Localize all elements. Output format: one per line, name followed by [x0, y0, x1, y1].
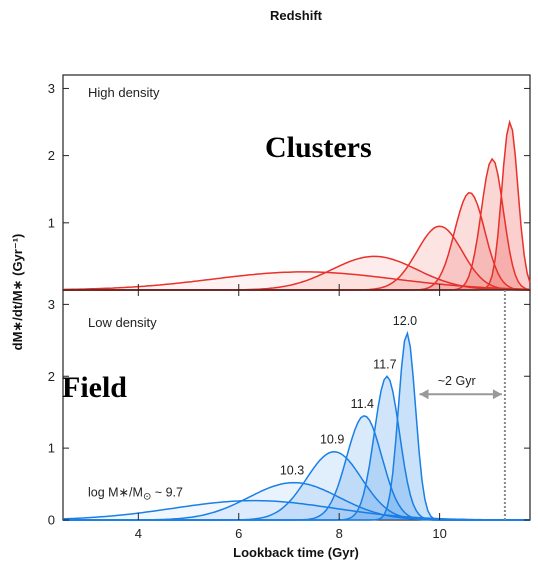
bottom-panel-annotations: ~2 Gyr log M∗/M⊙ ~ 9.7 10.3 10.9 11.4 11.7 12.…: [88, 290, 506, 520]
bottom-panel: 0 1 2 3 4 6 8 10 ~2 Gyr log M∗/M⊙ ~ 9.7 10.3 10.9…: [48, 284, 531, 541]
field-series-curve-6: [63, 330, 530, 521]
bottom-panel-x-ticks: 4 6 8 10: [135, 284, 447, 541]
field-series-area-1: [63, 500, 530, 520]
gyr-arrow-head-left: [419, 389, 429, 400]
gyr-annotation: ~2 Gyr: [438, 374, 476, 388]
x-tick-label: 4: [135, 526, 142, 541]
field-series-curve-1: [62, 499, 530, 521]
top-axis-title: Redshift: [270, 8, 323, 23]
cluster-series-area-4: [63, 192, 530, 290]
bottom-panel-series: [62, 330, 530, 521]
redshift-tick-label: 0.2: [54, 0, 72, 3]
clusters-label: Clusters: [265, 131, 372, 164]
mass-label-10.9: 10.9: [320, 433, 344, 447]
top-y-tick-label: 2: [48, 148, 55, 163]
panel-label-low-density: Low density: [88, 315, 157, 330]
bottom-y-tick-label: 0: [48, 513, 55, 528]
mass-label-12.0: 12.0: [393, 314, 417, 328]
bottom-y-tick-label: 2: [48, 369, 55, 384]
x-tick-label: 10: [432, 526, 446, 541]
bottom-y-tick-label: 1: [48, 441, 55, 456]
cluster-series-area-2: [63, 256, 530, 290]
redshift-tick-label: 3: [506, 0, 513, 3]
y-axis-title: dM∗/dt/M∗ (Gyr⁻¹): [10, 234, 25, 351]
field-series-area-2: [63, 482, 530, 520]
x-axis-title: Lookback time (Gyr): [233, 545, 359, 560]
mass-label-10.3: 10.3: [280, 464, 304, 478]
cluster-series-curve-1: [62, 271, 531, 291]
cluster-series-area-5: [63, 159, 530, 290]
field-label: Field: [62, 371, 127, 404]
top-y-tick-label: 1: [48, 215, 55, 230]
mass-label-11.4: 11.4: [351, 397, 374, 411]
redshift-tick-label: 2: [451, 0, 458, 3]
redshift-tick-label: 0.5: [179, 0, 197, 3]
cluster-series-area-1: [63, 271, 530, 290]
x-tick-label: 6: [235, 526, 242, 541]
redshift-tick-label: 1: [326, 0, 333, 3]
panel-label-high-density: High density: [88, 85, 160, 100]
mass-label-9.7: log M∗/M⊙ ~ 9.7: [88, 485, 183, 502]
bottom-y-tick-label: 3: [48, 297, 55, 312]
gyr-arrow-head-right: [492, 389, 502, 400]
top-y-tick-label: 3: [48, 81, 55, 96]
cluster-series-area-3: [63, 226, 530, 290]
top-redshift-ticks: 0.20.51235: [54, 0, 514, 3]
field-series-area-3: [63, 451, 530, 520]
bottom-panel-y-ticks: 0 1 2 3: [48, 297, 530, 528]
x-tick-label: 8: [336, 526, 343, 541]
mass-label-11.7: 11.7: [373, 357, 396, 371]
